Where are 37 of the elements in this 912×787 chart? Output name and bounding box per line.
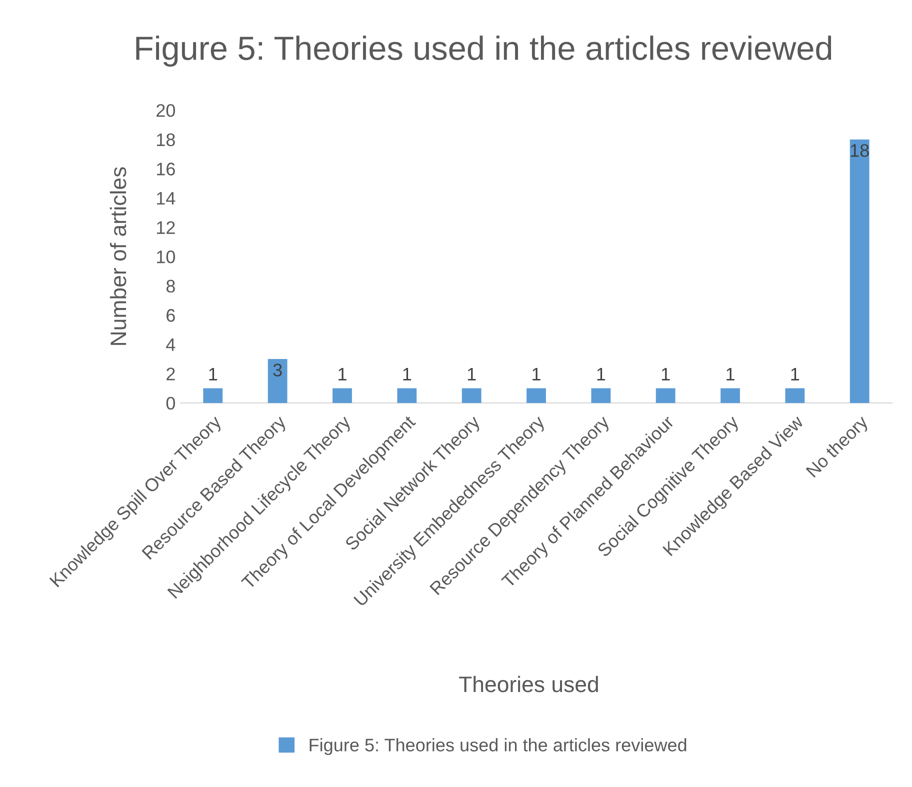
bar: [591, 388, 611, 403]
data-label: 1: [403, 368, 412, 380]
bar: [462, 388, 482, 403]
legend-label: Figure 5: Theories used in the articles reviewed: [310, 738, 686, 756]
data-label: 1: [662, 368, 670, 380]
y-tick-label: 4: [166, 338, 176, 351]
x-axis-title: Theories used: [459, 676, 598, 692]
bar: [720, 388, 740, 403]
bar: [203, 388, 223, 403]
y-axis-title: Number of articles: [110, 167, 126, 345]
data-label: 1: [468, 368, 476, 380]
data-label: 1: [338, 368, 346, 380]
y-tick-label: 18: [157, 133, 175, 146]
data-label: 3: [273, 364, 282, 376]
y-tick-label: 16: [157, 162, 175, 176]
data-label: 1: [791, 368, 800, 380]
y-tick-label: 20: [156, 104, 176, 117]
data-label: 1: [726, 368, 734, 380]
bar: [850, 139, 870, 403]
y-tick-label: 10: [157, 250, 176, 264]
bar: [785, 388, 805, 403]
bar: [332, 388, 352, 403]
bar: [268, 359, 288, 403]
y-tick-label: 12: [157, 221, 175, 234]
y-tick-label: 8: [166, 280, 175, 293]
y-tick-label: 6: [166, 309, 175, 322]
bar: [397, 388, 417, 403]
y-tick-label: 14: [157, 192, 176, 205]
y-tick-label: 2: [166, 368, 175, 380]
data-label: 1: [597, 368, 606, 380]
chart-title: Figure 5: Theories used in the articles reviewed: [136, 36, 832, 67]
bar: [656, 388, 676, 403]
data-label: 1: [209, 368, 218, 380]
y-tick-label: 0: [166, 396, 176, 410]
data-label: 1: [532, 368, 540, 380]
bar: [526, 388, 546, 403]
data-label: 18: [850, 144, 869, 157]
